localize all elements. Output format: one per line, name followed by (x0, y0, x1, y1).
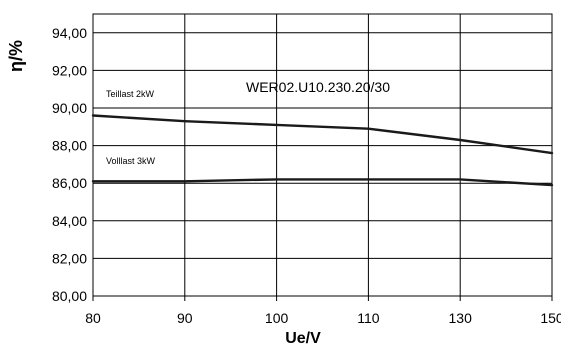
y-tick-label: 80,00 (52, 288, 87, 304)
y-tick-label: 90,00 (52, 100, 87, 116)
x-tick-label: 100 (265, 310, 289, 326)
series-line-volllast (91, 178, 554, 187)
series-label-teillast: Teillast 2kW (106, 89, 155, 99)
x-tick-label: 130 (449, 310, 473, 326)
plot-frame (92, 13, 553, 297)
y-tick-label: 86,00 (52, 175, 87, 191)
x-tick-label: 150 (540, 310, 561, 326)
labels-group: 80,00 82,00 84,00 86,00 88,00 90,00 92,00 94,00… (52, 25, 561, 326)
series-line-teillast (91, 114, 554, 155)
x-axis-title: Ue/V (285, 330, 321, 345)
y-tick-label: 84,00 (52, 213, 87, 229)
grid (92, 14, 553, 297)
chart-annotation: WER02.U10.230.20/30 (246, 79, 390, 95)
y-tick-label: 94,00 (52, 25, 87, 41)
x-tick-label: 110 (357, 310, 380, 326)
y-tick-label: 82,00 (52, 250, 87, 266)
x-tick-label: 90 (177, 310, 193, 326)
x-tick-label: 80 (85, 310, 101, 326)
axes (92, 13, 553, 301)
y-axis-title: η/% (6, 40, 26, 72)
series-label-volllast: Volllast 3kW (106, 156, 156, 166)
y-tick-label: 88,00 (52, 138, 87, 154)
series-group (91, 114, 554, 187)
y-tick-label: 92,00 (52, 62, 87, 78)
